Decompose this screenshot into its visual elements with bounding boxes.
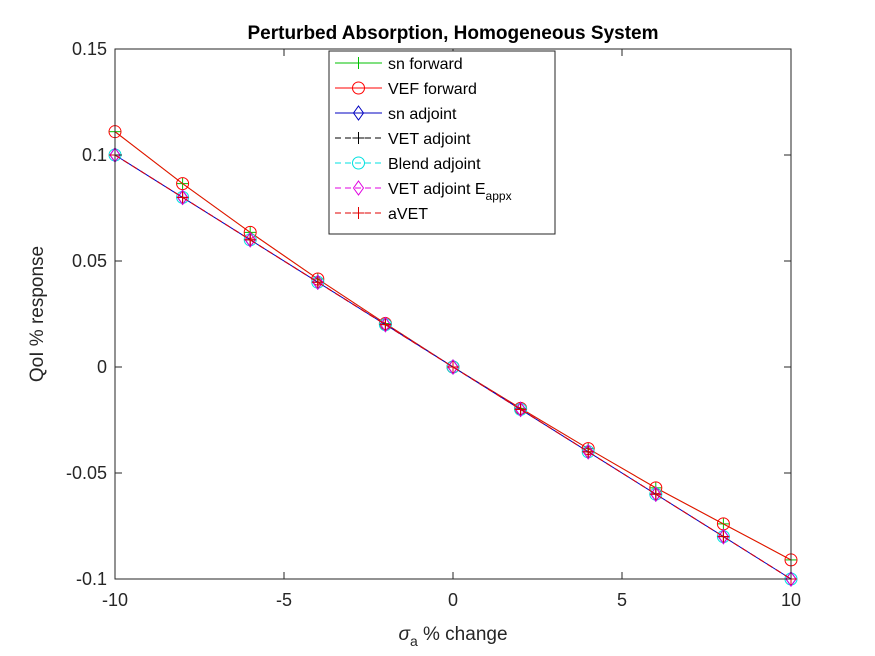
legend-item: sn forward xyxy=(335,56,463,73)
x-tick-label: -10 xyxy=(102,590,128,610)
data-point xyxy=(447,361,459,373)
x-axis-label-symbol: σ xyxy=(398,624,411,645)
legend-item: VET adjoint xyxy=(335,131,471,148)
series-line xyxy=(114,154,792,580)
legend: sn forward VEF forward sn adjoint VET adjoi… xyxy=(328,50,556,235)
legend-marker xyxy=(352,57,365,69)
legend-label: VET adjoint Eappx xyxy=(388,181,512,203)
x-tick-label: 0 xyxy=(448,590,458,610)
legend-label: aVET xyxy=(388,206,428,223)
x-axis-label: σa % change xyxy=(398,624,507,649)
legend-label-text: Blend adjoint xyxy=(388,156,481,173)
y-axis-label: QoI % response xyxy=(27,246,48,382)
legend-item: aVET xyxy=(335,206,428,223)
legend-item: sn adjoint xyxy=(335,105,457,123)
legend-marker xyxy=(352,105,365,121)
series-layer xyxy=(108,125,798,587)
legend-label: VET adjoint xyxy=(388,131,471,148)
y-tick-label: -0.05 xyxy=(66,463,107,483)
y-tick-label: 0 xyxy=(97,357,107,377)
legend-marker xyxy=(352,81,365,95)
data-point xyxy=(582,445,595,458)
x-tick-label: 10 xyxy=(781,590,801,610)
x-axis-label-text: % change xyxy=(418,624,508,645)
legend-label: sn adjoint xyxy=(388,106,457,123)
legend-marker xyxy=(352,180,365,196)
legend-label-subscript: appx xyxy=(486,189,512,203)
data-point xyxy=(311,276,324,289)
legend-item: VEF forward xyxy=(335,81,477,98)
series-6 xyxy=(109,149,797,585)
legend-marker xyxy=(352,156,365,170)
legend-label-text: VEF forward xyxy=(388,81,477,98)
y-tick-label: 0.1 xyxy=(82,145,107,165)
legend-label: Blend adjoint xyxy=(388,156,481,173)
data-point xyxy=(514,403,527,416)
legend-label-text: aVET xyxy=(388,206,428,223)
y-tick-label: 0.05 xyxy=(72,251,107,271)
legend-label: VEF forward xyxy=(388,81,477,98)
legend-label-text: VET adjoint E xyxy=(388,181,486,198)
legend-item: VET adjoint Eappx xyxy=(335,180,512,203)
data-point xyxy=(379,318,392,331)
data-point xyxy=(717,530,730,543)
data-point xyxy=(649,488,662,501)
legend-label-text: sn forward xyxy=(388,56,463,73)
x-tick-label: -5 xyxy=(276,590,292,610)
legend-marker xyxy=(352,132,365,144)
legend-item: Blend adjoint xyxy=(335,156,481,173)
legend-label-text: sn adjoint xyxy=(388,106,457,123)
ticks-layer: -10 -5 0 5 10 -0.1 -0.05 0 0.05 0.1 0.15 xyxy=(66,39,801,610)
y-tick-label: 0.15 xyxy=(72,39,107,59)
legend-label: sn forward xyxy=(388,56,463,73)
y-tick-label: -0.1 xyxy=(76,569,107,589)
x-tick-label: 5 xyxy=(617,590,627,610)
legend-box xyxy=(328,50,556,235)
x-axis-label-subscript: a xyxy=(410,633,418,649)
chart-title: Perturbed Absorption, Homogeneous System xyxy=(247,23,658,44)
data-point xyxy=(244,233,257,246)
legend-label-text: VET adjoint xyxy=(388,131,471,148)
data-point xyxy=(176,191,189,204)
legend-marker xyxy=(352,207,365,219)
